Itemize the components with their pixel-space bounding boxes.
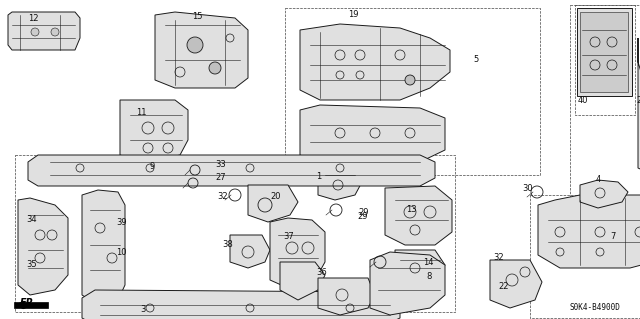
Text: 29: 29 <box>358 208 369 217</box>
Polygon shape <box>580 12 628 92</box>
Polygon shape <box>490 260 542 308</box>
Polygon shape <box>318 278 375 315</box>
Polygon shape <box>82 190 125 305</box>
Polygon shape <box>248 185 298 222</box>
Text: 34: 34 <box>26 215 36 224</box>
Text: 27: 27 <box>215 173 226 182</box>
Text: S0K4-B4900D: S0K4-B4900D <box>569 303 620 312</box>
Text: 33: 33 <box>215 160 226 169</box>
Polygon shape <box>280 262 325 300</box>
Polygon shape <box>82 290 400 319</box>
Text: 19: 19 <box>348 10 358 19</box>
Circle shape <box>51 28 59 36</box>
Text: 15: 15 <box>192 12 202 21</box>
Text: 1: 1 <box>316 172 321 181</box>
Polygon shape <box>318 168 362 200</box>
Circle shape <box>31 28 39 36</box>
Text: 11: 11 <box>136 108 147 117</box>
Text: 32: 32 <box>493 253 504 262</box>
Text: 9: 9 <box>150 162 156 171</box>
Text: 30: 30 <box>522 184 532 193</box>
Text: 8: 8 <box>426 272 431 281</box>
Polygon shape <box>395 250 445 285</box>
Text: 39: 39 <box>116 218 127 227</box>
Text: 35: 35 <box>26 260 36 269</box>
Text: FR.: FR. <box>20 298 38 308</box>
Text: 5: 5 <box>473 55 478 64</box>
Polygon shape <box>300 24 450 100</box>
Polygon shape <box>120 100 188 162</box>
Polygon shape <box>300 105 445 162</box>
Circle shape <box>187 37 203 53</box>
Bar <box>577 8 632 96</box>
Polygon shape <box>18 198 68 295</box>
Text: 14: 14 <box>423 258 433 267</box>
Text: 22: 22 <box>498 282 509 291</box>
Text: 38: 38 <box>222 240 233 249</box>
Text: 29: 29 <box>357 212 367 221</box>
Text: 13: 13 <box>406 205 417 214</box>
Polygon shape <box>385 186 452 245</box>
Text: 10: 10 <box>116 248 127 257</box>
Text: 36: 36 <box>316 268 327 277</box>
Polygon shape <box>230 235 270 268</box>
Polygon shape <box>638 38 640 178</box>
Text: 24: 24 <box>636 96 640 105</box>
Polygon shape <box>28 155 435 186</box>
Circle shape <box>405 75 415 85</box>
Polygon shape <box>8 12 80 50</box>
Polygon shape <box>538 195 640 268</box>
Polygon shape <box>155 12 248 88</box>
Text: 40: 40 <box>578 96 589 105</box>
Text: 4: 4 <box>596 175 601 184</box>
Text: 3: 3 <box>140 305 145 314</box>
Polygon shape <box>14 302 48 308</box>
Polygon shape <box>580 180 628 208</box>
Text: 37: 37 <box>283 232 294 241</box>
Text: 12: 12 <box>28 14 38 23</box>
Polygon shape <box>370 252 445 315</box>
Text: 20: 20 <box>270 192 280 201</box>
Circle shape <box>209 62 221 74</box>
Text: 7: 7 <box>610 232 616 241</box>
Polygon shape <box>270 218 325 288</box>
Text: 32: 32 <box>217 192 228 201</box>
